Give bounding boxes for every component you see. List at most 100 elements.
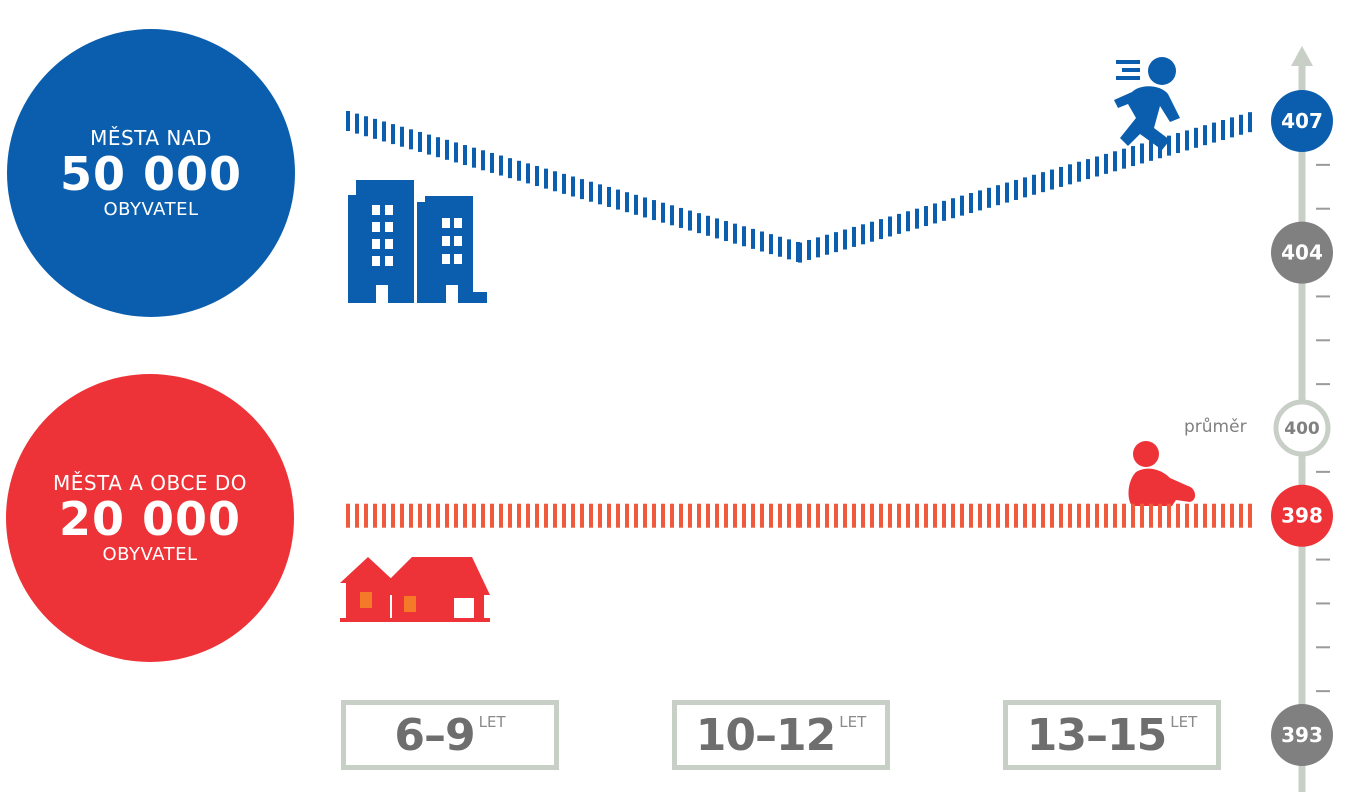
series-dash	[634, 503, 638, 528]
series-dash	[490, 152, 494, 173]
series-dash	[733, 223, 737, 244]
axis-marker-label: 398	[1281, 504, 1323, 528]
series-big-cities-line	[346, 111, 1252, 263]
y-axis-arrow	[1291, 46, 1313, 66]
series-dash	[580, 179, 584, 200]
series-dash	[1023, 177, 1027, 198]
series-dash	[778, 236, 782, 257]
houses-icon	[340, 557, 490, 622]
big-cities-number: 50 000	[59, 147, 243, 202]
series-dash	[1005, 503, 1009, 528]
series-dash	[355, 113, 359, 134]
series-dash	[915, 503, 919, 528]
series-dash	[589, 181, 593, 202]
series-dash	[1248, 503, 1252, 528]
series-dash	[697, 503, 701, 528]
series-dash	[1095, 156, 1099, 177]
series-dash	[924, 503, 928, 528]
age-box-6-9: 6–9 LET	[341, 700, 559, 770]
series-dash	[1023, 503, 1027, 528]
big-cities-line3: OBYVATEL	[103, 198, 199, 220]
series-dash	[960, 195, 964, 216]
series-dash	[825, 234, 829, 255]
series-dash	[798, 503, 802, 528]
series-dash	[580, 503, 584, 528]
series-dash	[382, 121, 386, 142]
series-dash	[373, 118, 377, 139]
series-dash	[589, 503, 593, 528]
series-dash	[861, 503, 865, 528]
series-dash	[933, 503, 937, 528]
axis-marker-404	[1271, 221, 1333, 284]
series-dash	[1149, 140, 1153, 161]
big-cities-badge: MĚSTA NAD 50 000 OBYVATEL	[7, 29, 295, 317]
series-dash	[834, 503, 838, 528]
series-dash	[535, 503, 539, 528]
series-dash	[400, 503, 404, 528]
series-dash	[897, 213, 901, 234]
series-dash	[517, 503, 521, 528]
series-small-towns-line	[346, 503, 1252, 528]
series-dash	[1221, 503, 1225, 528]
axis-marker-407	[1271, 90, 1333, 152]
series-dash	[553, 503, 557, 528]
series-dash	[463, 503, 467, 528]
axis-marker-label: 407	[1281, 109, 1323, 133]
series-dash	[715, 503, 719, 528]
series-dash	[571, 503, 575, 528]
small-towns-line1: MĚSTA A OBCE DO	[52, 471, 248, 496]
series-dash	[816, 503, 820, 528]
axis-marker-label: 404	[1281, 241, 1323, 265]
series-dash	[661, 503, 665, 528]
series-dash	[834, 232, 838, 253]
series-dash	[897, 503, 901, 528]
big-cities-line1: MĚSTA NAD	[90, 126, 212, 151]
series-dash	[1050, 503, 1054, 528]
series-dash	[951, 198, 955, 219]
series-dash	[445, 503, 449, 528]
series-dash	[1122, 503, 1126, 528]
series-dash	[391, 124, 395, 145]
series-dash	[652, 503, 656, 528]
series-dash	[942, 200, 946, 221]
axis-marker-label: 400	[1284, 419, 1320, 439]
series-dash	[1014, 503, 1018, 528]
series-dash	[643, 503, 647, 528]
series-dash	[996, 503, 1000, 528]
series-dash	[987, 503, 991, 528]
series-dash	[969, 193, 973, 214]
series-dash	[553, 171, 557, 192]
series-dash	[996, 185, 1000, 206]
series-dash	[625, 192, 629, 213]
axis-marker-398	[1271, 484, 1333, 547]
series-dash	[1068, 503, 1072, 528]
series-dash	[1104, 153, 1108, 174]
small-towns-badge: MĚSTA A OBCE DO 20 000 OBYVATEL	[6, 374, 294, 662]
series-dash	[481, 150, 485, 171]
series-dash	[436, 503, 440, 528]
series-dash	[571, 176, 575, 197]
series-dash	[769, 234, 773, 255]
series-dash	[724, 221, 728, 242]
series-dash	[1131, 146, 1135, 167]
series-dash	[1104, 503, 1108, 528]
series-dash	[1086, 503, 1090, 528]
series-dash	[852, 226, 856, 247]
series-dash	[942, 503, 946, 528]
age-range: 10–12	[695, 709, 836, 761]
series-dash	[499, 503, 503, 528]
age-range: 13–15	[1026, 709, 1167, 761]
series-dash	[679, 503, 683, 528]
series-dash	[382, 503, 386, 528]
series-dash	[445, 139, 449, 160]
series-dash	[607, 503, 611, 528]
series-dash	[870, 503, 874, 528]
series-dash	[481, 503, 485, 528]
series-dash	[724, 503, 728, 528]
series-dash	[634, 194, 638, 215]
age-range: 6–9	[394, 709, 475, 761]
series-dash	[1203, 503, 1207, 528]
series-dash	[1230, 117, 1234, 138]
series-dash	[670, 503, 674, 528]
